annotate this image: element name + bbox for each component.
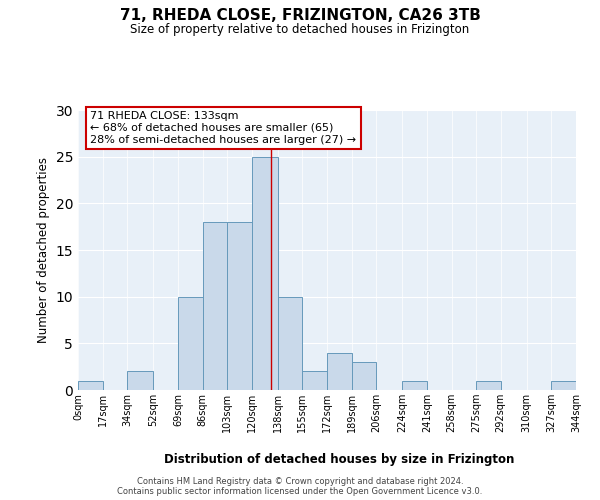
Text: Contains HM Land Registry data © Crown copyright and database right 2024.: Contains HM Land Registry data © Crown c… [137, 478, 463, 486]
Bar [476, 380, 501, 390]
Bar [78, 380, 103, 390]
Bar [352, 362, 376, 390]
Bar [203, 222, 227, 390]
Bar [127, 372, 153, 390]
Bar [252, 156, 278, 390]
Y-axis label: Number of detached properties: Number of detached properties [37, 157, 50, 343]
Text: 71, RHEDA CLOSE, FRIZINGTON, CA26 3TB: 71, RHEDA CLOSE, FRIZINGTON, CA26 3TB [119, 8, 481, 22]
Bar [227, 222, 252, 390]
Bar [302, 372, 327, 390]
Bar [402, 380, 427, 390]
Bar [551, 380, 576, 390]
Text: 71 RHEDA CLOSE: 133sqm
← 68% of detached houses are smaller (65)
28% of semi-det: 71 RHEDA CLOSE: 133sqm ← 68% of detached… [91, 112, 356, 144]
Text: Contains public sector information licensed under the Open Government Licence v3: Contains public sector information licen… [118, 488, 482, 496]
Bar [278, 296, 302, 390]
Text: Distribution of detached houses by size in Frizington: Distribution of detached houses by size … [164, 452, 514, 466]
Bar [178, 296, 203, 390]
Bar [327, 352, 352, 390]
Text: Size of property relative to detached houses in Frizington: Size of property relative to detached ho… [130, 22, 470, 36]
